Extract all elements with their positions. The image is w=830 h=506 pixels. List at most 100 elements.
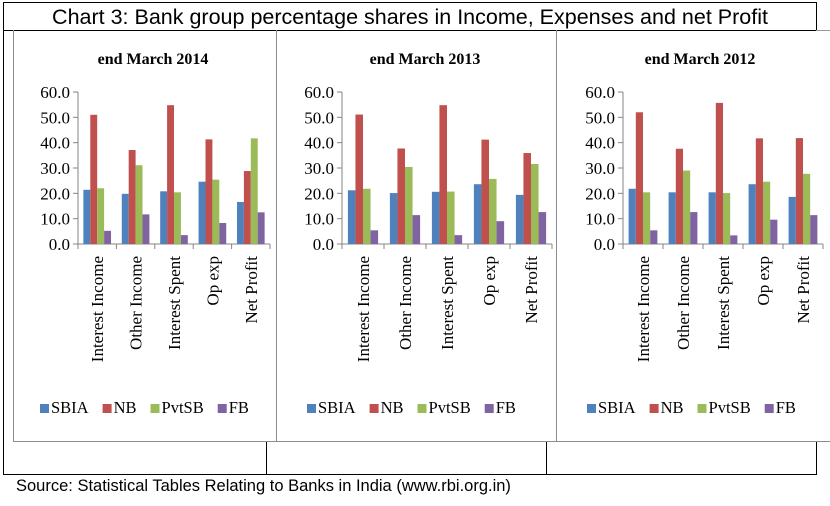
y-tick-label: 50.0 xyxy=(585,108,615,127)
chart-title: end March 2012 xyxy=(645,51,756,68)
legend-swatch-fb xyxy=(217,404,227,413)
legend-label-nb: NB xyxy=(114,398,137,417)
chart-title: end March 2013 xyxy=(370,51,481,68)
x-category-label: Op exp xyxy=(754,256,773,306)
y-tick-label: 60.0 xyxy=(304,83,334,102)
bar-fb xyxy=(370,230,379,244)
bar-nb xyxy=(167,105,174,244)
bar-pvtsb xyxy=(683,170,691,244)
bar-fb xyxy=(104,230,112,244)
x-category-label: Net Profit xyxy=(794,256,813,324)
legend-label-sbia: SBIA xyxy=(318,398,356,417)
y-tick-label: 30.0 xyxy=(585,159,615,178)
legend-swatch-fb xyxy=(484,404,494,413)
x-category-label: Op exp xyxy=(480,256,499,306)
bar-fb xyxy=(142,214,150,244)
y-tick-label: 10.0 xyxy=(304,210,334,229)
bar-sbia xyxy=(347,190,356,244)
bar-sbia xyxy=(198,181,206,244)
bar-nb xyxy=(635,112,643,245)
bar-nb xyxy=(481,139,489,244)
bar-fb xyxy=(219,222,227,244)
legend-swatch-pvtsb xyxy=(150,404,160,413)
y-tick-label: 50.0 xyxy=(40,108,70,127)
x-category-label: Interest Spent xyxy=(165,256,184,350)
y-tick-label: 60.0 xyxy=(40,83,70,102)
legend-swatch-nb xyxy=(649,404,659,413)
x-category-label: Net Profit xyxy=(242,256,261,324)
bar-fb xyxy=(454,235,463,244)
y-tick-label: 10.0 xyxy=(40,210,70,229)
bar-sbia xyxy=(389,193,398,244)
bar-pvtsb xyxy=(174,192,181,244)
bar-nb xyxy=(715,102,723,244)
frame-right-border xyxy=(816,442,817,475)
bar-fb xyxy=(538,212,547,244)
y-tick-label: 40.0 xyxy=(304,134,334,153)
legend-swatch-nb xyxy=(369,404,379,413)
bar-nb xyxy=(755,138,763,244)
bar-nb xyxy=(439,105,447,244)
bar-pvtsb xyxy=(803,173,811,244)
y-tick-label: 10.0 xyxy=(585,210,615,229)
bar-fb xyxy=(257,212,265,244)
legend-label-fb: FB xyxy=(776,398,796,417)
bar-fb xyxy=(770,219,778,244)
legend-swatch-nb xyxy=(102,404,112,413)
legend-label-sbia: SBIA xyxy=(51,398,89,417)
bar-sbia xyxy=(83,189,91,244)
legend-swatch-sbia xyxy=(307,404,316,413)
y-tick-label: 20.0 xyxy=(585,184,615,203)
bar-nb xyxy=(523,153,531,244)
figure-title: Chart 3: Bank group percentage shares in… xyxy=(52,5,768,29)
x-category-label: Interest Spent xyxy=(438,256,457,350)
bar-pvtsb xyxy=(212,179,220,244)
frame-bottom-border xyxy=(3,474,817,475)
bar-sbia xyxy=(668,192,676,244)
bar-nb xyxy=(90,114,98,244)
bar-nb xyxy=(355,114,363,245)
legend-label-pvtsb: PvtSB xyxy=(429,398,471,417)
legend-swatch-sbia xyxy=(40,404,49,413)
bar-sbia xyxy=(473,184,482,244)
bar-nb xyxy=(128,150,136,244)
y-tick-label: 40.0 xyxy=(40,134,70,153)
bar-fb xyxy=(810,215,818,244)
bar-pvtsb xyxy=(405,166,413,244)
x-category-label: Other Income xyxy=(396,256,415,350)
legend-label-pvtsb: PvtSB xyxy=(162,398,204,417)
x-category-label: Interest Spent xyxy=(714,256,733,350)
x-category-label: Op exp xyxy=(203,256,222,306)
y-tick-label: 0.0 xyxy=(49,235,70,254)
bar-pvtsb xyxy=(723,193,731,244)
bar-sbia xyxy=(628,188,636,244)
bar-pvtsb xyxy=(531,163,539,244)
y-tick-label: 60.0 xyxy=(585,83,615,102)
bar-pvtsb xyxy=(489,178,497,244)
bar-sbia xyxy=(788,196,796,244)
legend-swatch-pvtsb xyxy=(417,404,427,413)
x-category-label: Other Income xyxy=(127,256,146,350)
bar-nb xyxy=(243,171,251,244)
legend-label-nb: NB xyxy=(381,398,404,417)
y-tick-label: 0.0 xyxy=(313,235,334,254)
x-category-label: Interest Income xyxy=(88,256,107,362)
bar-fb xyxy=(412,215,421,244)
bar-nb xyxy=(795,138,803,244)
legend-label-sbia: SBIA xyxy=(598,398,636,417)
y-tick-label: 30.0 xyxy=(40,159,70,178)
bar-nb xyxy=(397,148,405,244)
bar-sbia xyxy=(515,194,524,244)
title-underline-extension xyxy=(816,30,830,31)
y-tick-label: 20.0 xyxy=(40,184,70,203)
bar-sbia xyxy=(708,192,716,244)
x-category-label: Other Income xyxy=(674,256,693,350)
x-category-label: Net Profit xyxy=(522,256,541,324)
bar-pvtsb xyxy=(363,188,371,244)
frame-left-border xyxy=(3,30,4,475)
legend-swatch-pvtsb xyxy=(697,404,707,413)
chart-title: end March 2014 xyxy=(98,51,209,68)
bar-pvtsb xyxy=(643,192,651,244)
bar-fb xyxy=(730,235,738,244)
